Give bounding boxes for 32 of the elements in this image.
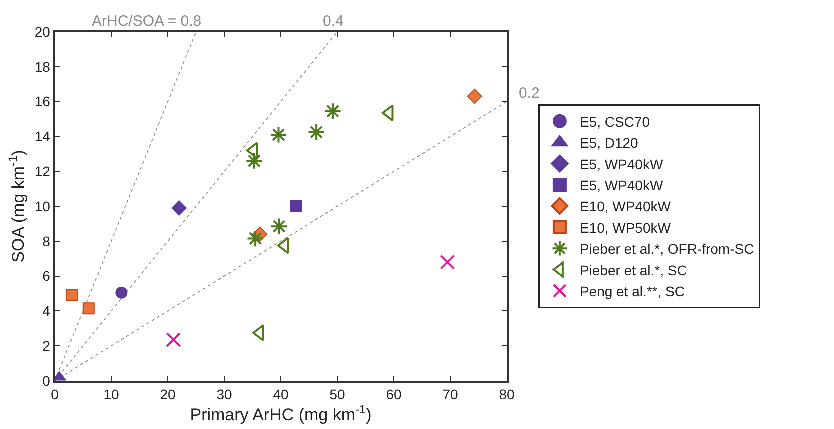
x-tick-label: 70 <box>442 386 458 403</box>
x-tick-label: 20 <box>160 386 176 403</box>
y-tick-label: 0 <box>42 372 51 389</box>
legend-label: E10, WP50kW <box>580 220 672 236</box>
legend-label: E5, WP40kW <box>580 156 664 172</box>
annotation: 0.4 <box>323 13 344 30</box>
legend-label: E10, WP40kW <box>580 198 672 215</box>
x-tick-label: 50 <box>330 386 346 403</box>
y-tick-label: 2 <box>42 338 51 354</box>
x-tick-label: 40 <box>273 386 289 403</box>
y-tick-label: 16 <box>34 94 51 110</box>
y-tick-label: 4 <box>42 303 51 320</box>
x-tick-label: 30 <box>216 386 232 403</box>
legend-label: E5, D120 <box>580 135 639 152</box>
x-tick-label: 80 <box>499 386 515 403</box>
legend-label: E5, CSC70 <box>580 114 650 130</box>
y-tick-label: 6 <box>42 268 51 284</box>
legend-label: E5, WP40kW <box>580 177 664 194</box>
y-tick-label: 12 <box>34 164 51 180</box>
y-tick-label: 10 <box>34 198 51 214</box>
annotation: ArHC/SOA = 0.8 <box>92 13 202 30</box>
annotation: 0.2 <box>519 85 540 102</box>
y-tick-label: 20 <box>34 24 51 40</box>
legend-label: Pieber et al.*, SC <box>580 262 688 278</box>
x-tick-label: 60 <box>386 386 402 403</box>
y-tick-label: 18 <box>34 58 51 75</box>
x-axis-title: Primary ArHC (mg km$^{-1}$) <box>190 402 372 425</box>
x-tick-label: 10 <box>104 386 120 403</box>
legend-label: Pieber et al.*, OFR-from-SC <box>580 241 754 258</box>
y-tick-label: 14 <box>34 128 51 145</box>
y-tick-label: 8 <box>42 233 51 250</box>
legend-label: Peng et al.**, SC <box>580 283 686 300</box>
